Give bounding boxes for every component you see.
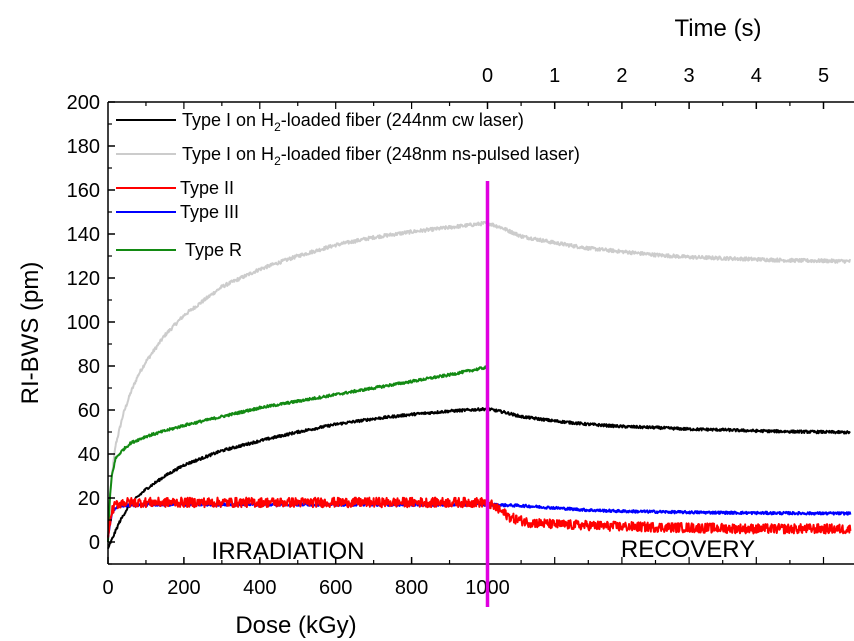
top-tick-label: 2 <box>616 65 627 87</box>
x-tick-label: 400 <box>243 577 276 599</box>
y-tick-label: 20 <box>78 488 100 510</box>
legend-entry: Type R <box>185 240 242 260</box>
top-tick-label: 5 <box>818 65 829 87</box>
y-tick-label: 180 <box>67 136 100 158</box>
x-tick-label: 0 <box>102 577 113 599</box>
y-tick-label: 0 <box>89 532 100 554</box>
recovery-annotation: RECOVERY <box>621 536 755 563</box>
top-tick-label: 3 <box>684 65 695 87</box>
series-line <box>107 365 488 543</box>
bottom-axis-label: Dose (kGy) <box>235 612 356 639</box>
legend-entry: Type I on H2-loaded fiber (244nm cw lase… <box>182 110 524 134</box>
y-tick-label: 200 <box>67 92 100 114</box>
y-tick-label: 100 <box>67 312 100 334</box>
irradiation-annotation: IRRADIATION <box>212 538 365 565</box>
top-tick-label: 4 <box>751 65 762 87</box>
top-axis-label: Time (s) <box>674 15 761 42</box>
y-tick-label: 120 <box>67 268 100 290</box>
y-tick-label: 40 <box>78 444 100 466</box>
y-tick-label: 60 <box>78 400 100 422</box>
legend-entry: Type III <box>180 202 239 222</box>
x-tick-label: 600 <box>319 577 352 599</box>
axes-layer <box>107 101 854 565</box>
y-tick-label: 160 <box>67 180 100 202</box>
x-tick-label: 800 <box>395 577 428 599</box>
y-tick-label: 80 <box>78 356 100 378</box>
legend-entry: Type II <box>180 178 234 198</box>
top-tick-label: 0 <box>482 65 493 87</box>
legend: Type I on H2-loaded fiber (244nm cw lase… <box>116 110 580 260</box>
x-tick-label: 200 <box>167 577 200 599</box>
series-line <box>107 496 852 538</box>
y-tick-label: 140 <box>67 224 100 246</box>
series-line <box>107 220 852 543</box>
top-tick-label: 1 <box>549 65 560 87</box>
legend-entry: Type I on H2-loaded fiber (248nm ns-puls… <box>182 144 580 168</box>
y-axis-label: RI-BWS (pm) <box>17 262 44 405</box>
series-layer <box>107 220 852 549</box>
